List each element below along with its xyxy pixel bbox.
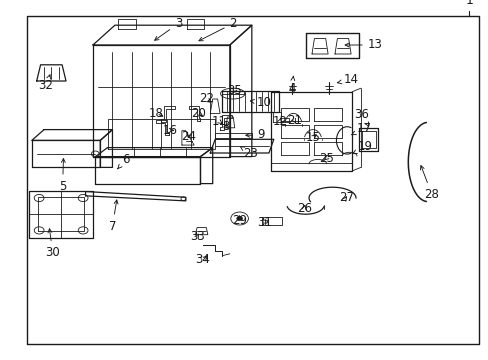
Text: 15: 15 xyxy=(305,131,320,144)
Circle shape xyxy=(91,151,99,157)
Circle shape xyxy=(230,212,248,225)
Text: 12: 12 xyxy=(272,115,286,128)
Text: 28: 28 xyxy=(420,166,438,201)
Text: 33: 33 xyxy=(189,230,204,243)
Text: 16: 16 xyxy=(163,124,178,137)
Text: 5: 5 xyxy=(59,159,66,193)
Text: 27: 27 xyxy=(338,191,353,204)
Text: 22: 22 xyxy=(199,93,213,105)
Text: 18: 18 xyxy=(149,107,163,120)
Text: 21: 21 xyxy=(286,114,301,127)
Circle shape xyxy=(34,227,44,234)
Text: 10: 10 xyxy=(250,96,271,109)
Text: 7: 7 xyxy=(108,200,118,233)
Text: 17: 17 xyxy=(351,122,371,135)
Circle shape xyxy=(78,227,88,234)
Text: 32: 32 xyxy=(39,75,53,92)
Circle shape xyxy=(236,216,242,221)
Text: 20: 20 xyxy=(191,107,206,120)
Text: 6: 6 xyxy=(118,153,130,169)
Text: 23: 23 xyxy=(240,147,257,159)
Text: 8: 8 xyxy=(222,120,229,133)
Text: 11: 11 xyxy=(211,115,226,128)
Text: 31: 31 xyxy=(257,216,271,229)
Circle shape xyxy=(181,197,185,201)
Circle shape xyxy=(34,194,44,202)
Text: 4: 4 xyxy=(287,76,295,95)
Text: 9: 9 xyxy=(245,129,264,141)
Circle shape xyxy=(78,194,88,202)
Text: 24: 24 xyxy=(181,130,196,143)
Text: 1: 1 xyxy=(465,0,472,7)
Text: 2: 2 xyxy=(199,17,237,41)
Text: 13: 13 xyxy=(345,39,382,51)
Text: 35: 35 xyxy=(227,84,242,96)
Text: 29: 29 xyxy=(232,214,246,227)
Text: 14: 14 xyxy=(337,73,358,86)
Text: 30: 30 xyxy=(45,229,60,259)
Text: 25: 25 xyxy=(318,152,333,165)
Text: 19: 19 xyxy=(352,140,372,154)
Text: 3: 3 xyxy=(154,17,182,40)
Text: 34: 34 xyxy=(195,253,210,266)
Text: 36: 36 xyxy=(354,108,368,126)
Text: 26: 26 xyxy=(296,202,311,215)
